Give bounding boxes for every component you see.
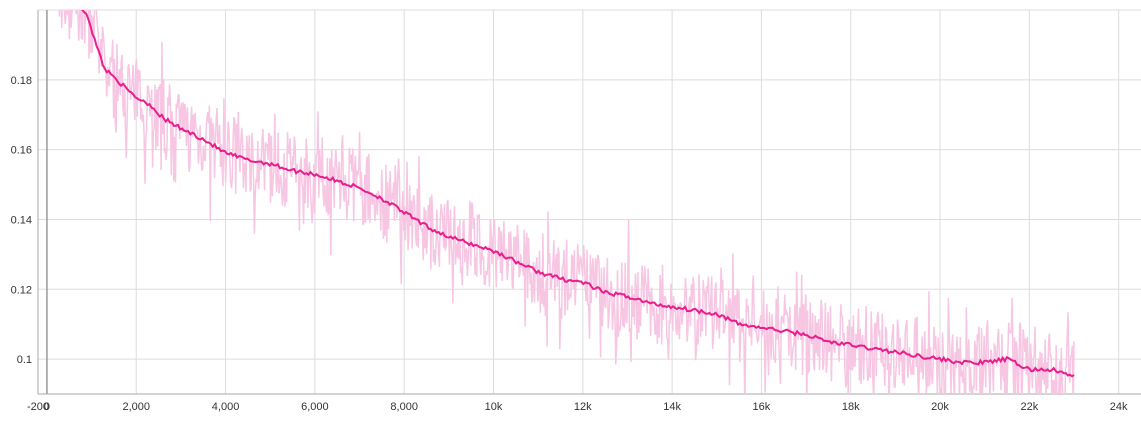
smoothed-series-line — [81, 10, 1075, 378]
x-tick-label: 16k — [753, 401, 771, 413]
x-tick-label: -200 — [27, 401, 49, 413]
x-tick-label: 20k — [931, 401, 949, 413]
series-layer — [58, 10, 1075, 394]
y-tick-label: 0.1 — [17, 354, 32, 366]
y-tick-label: 0.18 — [11, 75, 32, 87]
y-tick-label: 0.14 — [11, 214, 32, 226]
y-tick-label: 0.16 — [11, 145, 32, 157]
raw-series-line — [58, 10, 1075, 394]
x-tick-label: 14k — [663, 401, 681, 413]
x-tick-label: 4,000 — [212, 401, 240, 413]
x-tick-label: 0 — [44, 401, 50, 413]
x-tick-label: 22k — [1020, 401, 1038, 413]
x-tick-label: 2,000 — [122, 401, 150, 413]
x-tick-label: 6,000 — [301, 401, 329, 413]
x-tick-label: 12k — [574, 401, 592, 413]
x-tick-label: 24k — [1110, 401, 1128, 413]
x-tick-label: 10k — [485, 401, 503, 413]
grid-layer — [37, 9, 1141, 394]
axis-layer — [37, 10, 1141, 395]
x-tick-label: 18k — [842, 401, 860, 413]
y-tick-label: 0.12 — [11, 284, 32, 296]
x-tick-label: 8,000 — [390, 401, 418, 413]
